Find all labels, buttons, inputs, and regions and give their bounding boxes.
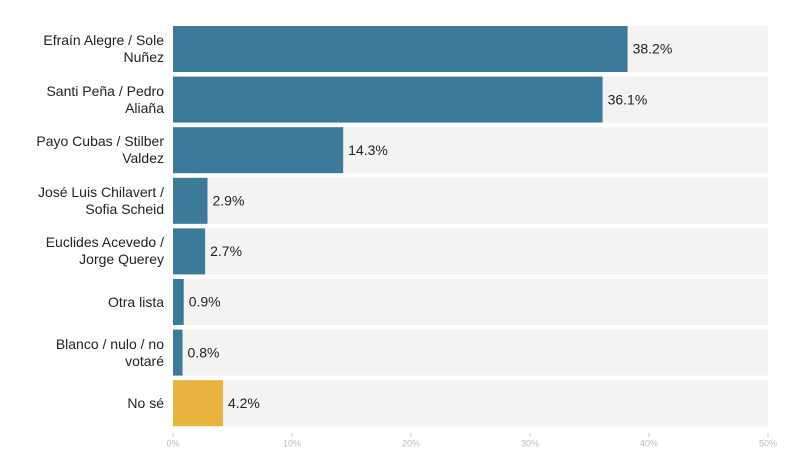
x-tick-label: 50% (759, 438, 777, 448)
bar-background (173, 380, 768, 427)
bar (173, 76, 603, 123)
bar (173, 380, 223, 427)
category-label: Payo Cubas / Stilber Valdez (36, 133, 164, 167)
value-label: 0.9% (189, 294, 221, 310)
value-label: 36.1% (608, 91, 648, 107)
bar (173, 329, 183, 376)
bar (173, 127, 344, 174)
bar (173, 177, 208, 224)
bar-background (173, 228, 768, 275)
value-label: 0.8% (188, 344, 220, 360)
category-label: Efraín Alegre / Sole Nuñez (43, 32, 164, 65)
x-tick-label: 30% (521, 438, 539, 448)
value-label: 2.9% (213, 193, 245, 209)
value-label: 14.3% (348, 142, 388, 158)
x-tick-label: 20% (402, 438, 420, 448)
category-label: Euclides Acevedo / Jorge Querey (45, 234, 164, 268)
bar-background (173, 177, 768, 224)
value-label: 4.2% (228, 395, 260, 411)
bar (173, 279, 184, 325)
category-label: Blanco / nulo / no votaré (55, 335, 164, 369)
category-label: Otra lista (107, 293, 164, 310)
category-label: No sé (127, 394, 164, 411)
value-label: 2.7% (210, 243, 242, 259)
bar-background (173, 329, 768, 376)
x-tick-label: 10% (283, 438, 301, 448)
bar-background (173, 279, 768, 325)
x-tick-label: 40% (640, 438, 658, 448)
bar (173, 26, 628, 72)
x-tick-label: 0% (166, 438, 179, 448)
value-label: 38.2% (633, 41, 673, 57)
category-label: Santi Peña / Pedro Aliaña (46, 82, 164, 116)
category-label: José Luis Chilavert / Sofia Scheid (37, 183, 164, 217)
bar (173, 228, 206, 275)
